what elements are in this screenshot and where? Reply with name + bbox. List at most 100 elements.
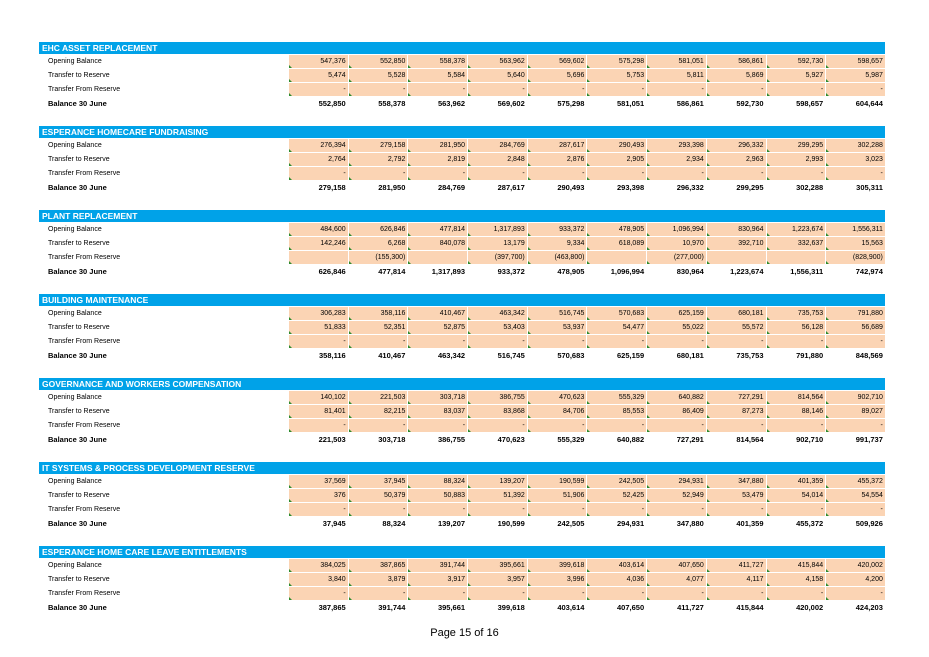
value-cell[interactable]: -	[526, 586, 587, 600]
value-cell[interactable]: 814,564	[765, 390, 826, 404]
value-cell[interactable]: 2,993	[765, 152, 826, 166]
value-cell[interactable]: -	[646, 166, 706, 180]
value-cell[interactable]: 37,569	[288, 474, 348, 488]
value-cell[interactable]: -	[765, 334, 826, 348]
value-cell[interactable]: (828,900)	[825, 250, 885, 264]
value-cell[interactable]: 294,931	[646, 474, 706, 488]
value-cell[interactable]: 1,556,311	[825, 222, 885, 236]
value-cell[interactable]: 299,295	[765, 138, 826, 152]
value-cell[interactable]: 4,117	[705, 572, 766, 586]
value-cell[interactable]: 52,425	[586, 488, 647, 502]
value-cell[interactable]: 242,505	[586, 474, 647, 488]
value-cell[interactable]: -	[705, 166, 766, 180]
value-cell[interactable]: -	[586, 502, 647, 516]
value-cell[interactable]: 933,372	[526, 222, 587, 236]
value-cell[interactable]: 569,602	[526, 54, 587, 68]
value-cell[interactable]: 51,392	[467, 488, 527, 502]
value-cell[interactable]: 384,025	[288, 558, 348, 572]
value-cell[interactable]: -	[646, 82, 706, 96]
value-cell[interactable]: 347,880	[705, 474, 766, 488]
value-cell[interactable]: 284,769	[467, 138, 527, 152]
value-cell[interactable]: 276,394	[288, 138, 348, 152]
value-cell[interactable]: 83,037	[407, 404, 468, 418]
value-cell[interactable]: 4,200	[825, 572, 885, 586]
value-cell[interactable]: 2,876	[526, 152, 587, 166]
value-cell[interactable]: -	[407, 334, 468, 348]
value-cell[interactable]: -	[765, 502, 826, 516]
value-cell[interactable]: 5,869	[705, 68, 766, 82]
value-cell[interactable]: 4,158	[765, 572, 826, 586]
value-cell[interactable]: 791,880	[825, 306, 885, 320]
value-cell[interactable]: 902,710	[825, 390, 885, 404]
value-cell[interactable]: -	[467, 418, 527, 432]
value-cell[interactable]: 592,730	[765, 54, 826, 68]
value-cell[interactable]: 5,584	[407, 68, 468, 82]
value-cell[interactable]: 5,927	[765, 68, 826, 82]
value-cell[interactable]: 293,398	[646, 138, 706, 152]
value-cell[interactable]: 9,334	[526, 236, 587, 250]
value-cell[interactable]: 53,937	[526, 320, 587, 334]
value-cell[interactable]: -	[705, 586, 766, 600]
value-cell[interactable]: 376	[288, 488, 348, 502]
value-cell[interactable]: 13,179	[467, 236, 527, 250]
value-cell[interactable]: -	[407, 82, 468, 96]
value-cell[interactable]: -	[765, 166, 826, 180]
value-cell[interactable]: 830,964	[705, 222, 766, 236]
value-cell[interactable]: 387,865	[347, 558, 408, 572]
value-cell[interactable]: -	[288, 334, 348, 348]
value-cell[interactable]: -	[288, 502, 348, 516]
value-cell[interactable]: 140,102	[288, 390, 348, 404]
value-cell[interactable]: -	[288, 82, 348, 96]
value-cell[interactable]: 55,572	[705, 320, 766, 334]
value-cell[interactable]: 2,792	[347, 152, 408, 166]
value-cell[interactable]: 477,814	[407, 222, 468, 236]
value-cell[interactable]: 87,273	[705, 404, 766, 418]
value-cell[interactable]: 463,342	[467, 306, 527, 320]
value-cell[interactable]: 410,467	[407, 306, 468, 320]
value-cell[interactable]: 5,474	[288, 68, 348, 82]
value-cell[interactable]: 2,848	[467, 152, 527, 166]
value-cell[interactable]: -	[586, 82, 647, 96]
value-cell[interactable]: 598,657	[825, 54, 885, 68]
value-cell[interactable]: 10,970	[646, 236, 706, 250]
value-cell[interactable]: 4,077	[646, 572, 706, 586]
value-cell[interactable]: -	[347, 502, 408, 516]
value-cell[interactable]: 51,906	[526, 488, 587, 502]
value-cell[interactable]: 54,014	[765, 488, 826, 502]
value-cell[interactable]: -	[526, 166, 587, 180]
value-cell[interactable]: -	[526, 334, 587, 348]
value-cell[interactable]: -	[288, 166, 348, 180]
value-cell[interactable]: 455,372	[825, 474, 885, 488]
value-cell[interactable]: 332,637	[765, 236, 826, 250]
value-cell[interactable]: 640,882	[646, 390, 706, 404]
value-cell[interactable]: 306,283	[288, 306, 348, 320]
value-cell[interactable]: 56,128	[765, 320, 826, 334]
value-cell[interactable]: 190,599	[526, 474, 587, 488]
value-cell[interactable]: -	[825, 334, 885, 348]
value-cell[interactable]: 54,554	[825, 488, 885, 502]
value-cell[interactable]	[407, 250, 468, 264]
value-cell[interactable]: 403,614	[586, 558, 647, 572]
value-cell[interactable]: -	[825, 418, 885, 432]
value-cell[interactable]: -	[526, 418, 587, 432]
value-cell[interactable]: 586,861	[705, 54, 766, 68]
value-cell[interactable]: 221,503	[347, 390, 408, 404]
value-cell[interactable]: 50,379	[347, 488, 408, 502]
value-cell[interactable]: 555,329	[586, 390, 647, 404]
value-cell[interactable]: 3,840	[288, 572, 348, 586]
value-cell[interactable]: 411,727	[705, 558, 766, 572]
value-cell[interactable]: -	[825, 586, 885, 600]
value-cell[interactable]: -	[467, 586, 527, 600]
value-cell[interactable]: 735,753	[765, 306, 826, 320]
value-cell[interactable]: 401,359	[765, 474, 826, 488]
value-cell[interactable]	[705, 250, 766, 264]
value-cell[interactable]: 391,744	[407, 558, 468, 572]
value-cell[interactable]: -	[347, 166, 408, 180]
value-cell[interactable]: 516,745	[526, 306, 587, 320]
value-cell[interactable]: 1,317,893	[467, 222, 527, 236]
value-cell[interactable]: 82,215	[347, 404, 408, 418]
value-cell[interactable]: -	[765, 82, 826, 96]
value-cell[interactable]: 2,764	[288, 152, 348, 166]
value-cell[interactable]: -	[705, 334, 766, 348]
value-cell[interactable]: 296,332	[705, 138, 766, 152]
